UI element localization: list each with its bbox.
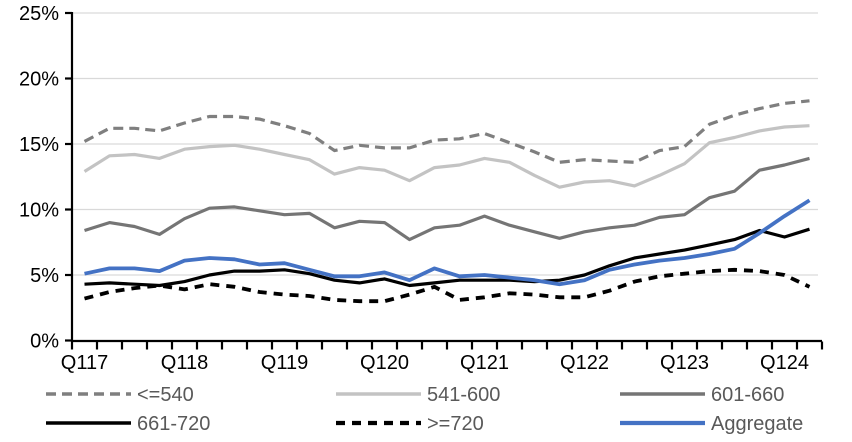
legend-label: 541-600	[427, 384, 500, 406]
y-axis-label: 10%	[19, 200, 59, 222]
x-axis-label: Q123	[660, 352, 709, 374]
y-axis-label: 15%	[19, 134, 59, 156]
y-axis-label: 25%	[19, 3, 59, 25]
series-line-541600	[83, 124, 810, 189]
legend-label: <=540	[137, 384, 194, 406]
series-line-540	[83, 99, 810, 164]
legend-label: >=720	[427, 413, 484, 435]
x-axis-label: Q124	[760, 352, 809, 374]
x-axis-label: Q122	[560, 352, 609, 374]
y-axis-label: 20%	[19, 69, 59, 91]
legend-label: 661-720	[137, 413, 210, 435]
x-axis-label: Q121	[460, 352, 509, 374]
x-axis-label: Q120	[360, 352, 409, 374]
y-axis-label: 5%	[30, 265, 59, 287]
y-axis-label: 0%	[30, 331, 59, 353]
legend-label: Aggregate	[711, 413, 803, 435]
series-line-Aggregate	[84, 198, 811, 287]
x-axis-label: Q118	[161, 352, 208, 374]
x-axis-label: Q117	[61, 352, 108, 374]
legend-label: 601-660	[711, 384, 784, 406]
series-line-720	[84, 267, 811, 304]
x-axis-label: Q119	[261, 352, 308, 374]
series-line-601660	[84, 156, 810, 242]
series-line-661720	[84, 227, 810, 288]
